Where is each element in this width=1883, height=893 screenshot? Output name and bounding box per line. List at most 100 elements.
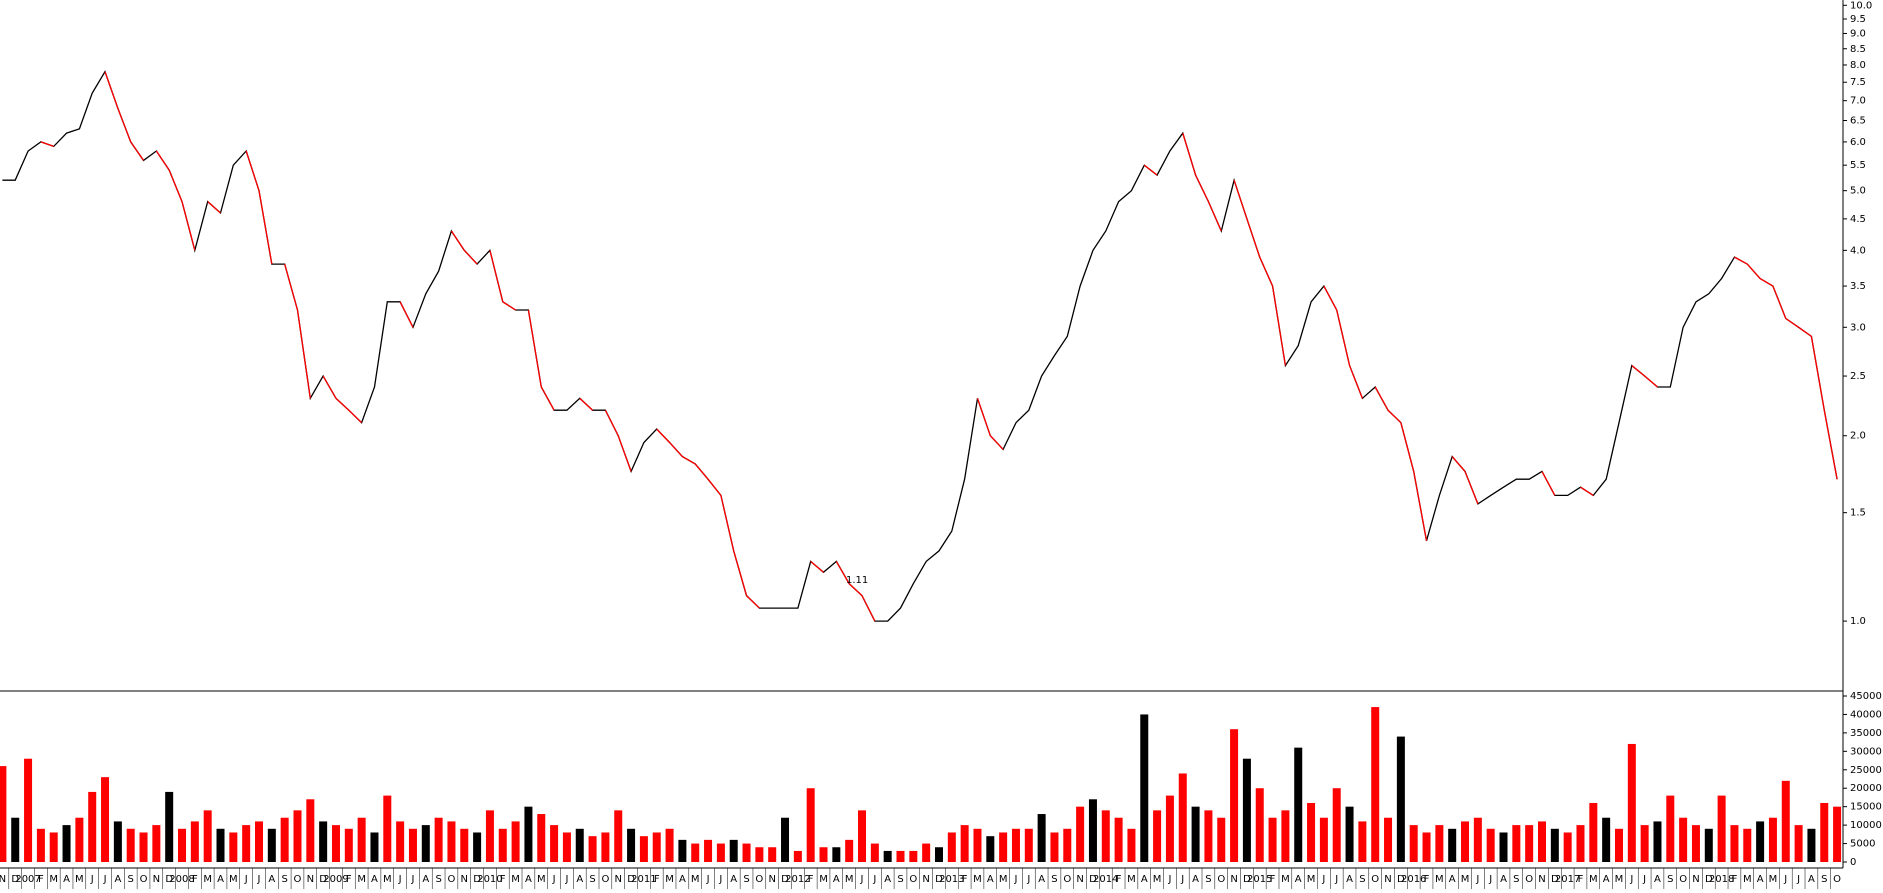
- x-tick-label: F: [962, 874, 968, 885]
- x-tick-label: J: [860, 874, 864, 885]
- x-tick-label: 2007: [15, 874, 40, 885]
- x-tick-label: D: [165, 874, 173, 885]
- x-tick-label: S: [1205, 874, 1211, 885]
- price-down-segment: [322, 375, 337, 399]
- price-down-segment: [604, 409, 619, 437]
- x-tick-label: A: [525, 874, 532, 885]
- volume-bar: [537, 814, 546, 862]
- volume-bar: [1307, 802, 1316, 862]
- y-tick-label: 45000: [1850, 691, 1882, 702]
- x-tick-label: 2008: [169, 874, 194, 885]
- price-down-segment: [117, 108, 132, 143]
- x-tick-label: F: [1424, 874, 1430, 885]
- price-down-segment: [1631, 365, 1646, 377]
- price-down-segment: [1823, 410, 1838, 480]
- x-tick-label: 2017: [1555, 874, 1580, 885]
- volume-bar: [588, 836, 597, 862]
- volume-bar: [883, 850, 892, 862]
- price-down-segment: [617, 435, 632, 472]
- x-tick-label: F: [1732, 874, 1738, 885]
- price-down-segment: [1785, 317, 1799, 328]
- x-tick-label: F: [38, 874, 44, 885]
- volume-bar: [229, 832, 238, 862]
- volume-bar: [1448, 828, 1457, 862]
- volume-bar: [1011, 828, 1020, 862]
- y-tick-label: 15000: [1850, 802, 1882, 813]
- x-tick-label: A: [114, 874, 121, 885]
- x-tick-label: D: [627, 874, 635, 885]
- volume-bar: [485, 810, 494, 862]
- y-tick-label: 10.0: [1850, 0, 1872, 11]
- volume-bar: [1178, 773, 1187, 862]
- volume-bar: [1461, 821, 1470, 862]
- volume-bar: [1614, 828, 1623, 862]
- x-tick-label: S: [897, 874, 903, 885]
- x-tick-label: N: [307, 874, 314, 885]
- volume-bar: [1512, 825, 1521, 862]
- x-tick-label: N: [1692, 874, 1699, 885]
- volume-bar: [1088, 799, 1097, 862]
- x-tick-label: J: [1475, 874, 1479, 885]
- x-tick-label: N: [1076, 874, 1083, 885]
- x-tick-label: M: [229, 874, 238, 885]
- price-down-segment: [1413, 471, 1428, 541]
- price-down-segment: [669, 442, 683, 458]
- price-down-segment: [848, 583, 863, 597]
- x-tick-label: D: [473, 874, 481, 885]
- volume-bar: [101, 777, 110, 862]
- x-tick-label: A: [1295, 874, 1302, 885]
- x-tick-label: M: [1461, 874, 1470, 885]
- x-tick-label: 2013: [939, 874, 964, 885]
- volume-bar: [139, 832, 148, 862]
- x-tick-label: 2012: [785, 874, 810, 885]
- x-tick-label: A: [1603, 874, 1610, 885]
- volume-bar: [1589, 802, 1598, 862]
- price-down-segment: [746, 595, 760, 609]
- x-tick-label: A: [1757, 874, 1764, 885]
- price-down-segment: [296, 309, 311, 399]
- x-tick-label: S: [435, 874, 441, 885]
- volume-bar: [973, 828, 982, 862]
- volume-bar: [1550, 828, 1559, 862]
- volume-bar: [1473, 817, 1482, 862]
- price-down-segment: [1810, 336, 1825, 411]
- volume-bar: [178, 828, 187, 862]
- volume-bar: [896, 850, 905, 862]
- volume-bar: [1281, 810, 1290, 862]
- volume-bar: [678, 839, 687, 862]
- price-down-segment: [861, 595, 876, 622]
- price-down-segment: [258, 190, 273, 265]
- x-tick-label: A: [730, 874, 737, 885]
- volume-bar: [216, 828, 225, 862]
- x-tick-label: A: [679, 874, 686, 885]
- price-down-segment: [450, 230, 465, 251]
- y-tick-label: 5000: [1850, 839, 1875, 850]
- x-tick-label: M: [537, 874, 546, 885]
- volume-bar: [909, 850, 918, 862]
- volume-bar: [1576, 825, 1585, 862]
- volume-bar: [1602, 817, 1611, 862]
- x-tick-label: O: [755, 874, 763, 885]
- x-tick-label: O: [1525, 874, 1533, 885]
- volume-bar: [1781, 780, 1790, 862]
- x-tick-label: O: [140, 874, 148, 885]
- price-down-segment: [1541, 471, 1556, 496]
- volume-bar: [652, 832, 661, 862]
- price-down-segment: [976, 398, 991, 436]
- x-tick-label: M: [1615, 874, 1624, 885]
- x-tick-label: M: [1307, 874, 1316, 885]
- volume-bar: [691, 843, 700, 862]
- volume-bar: [498, 828, 507, 862]
- volume-bar: [1807, 828, 1816, 862]
- x-tick-label: J: [244, 874, 248, 885]
- volume-bar: [24, 758, 33, 862]
- price-down-segment: [348, 409, 363, 424]
- x-tick-label: O: [1833, 874, 1841, 885]
- volume-bar: [344, 828, 353, 862]
- x-tick-label: N: [461, 874, 468, 885]
- y-tick-label: 4.5: [1850, 214, 1866, 225]
- price-down-segment: [579, 397, 594, 411]
- x-tick-label: A: [371, 874, 378, 885]
- volume-bar: [550, 825, 559, 862]
- price-down-segment: [707, 478, 722, 496]
